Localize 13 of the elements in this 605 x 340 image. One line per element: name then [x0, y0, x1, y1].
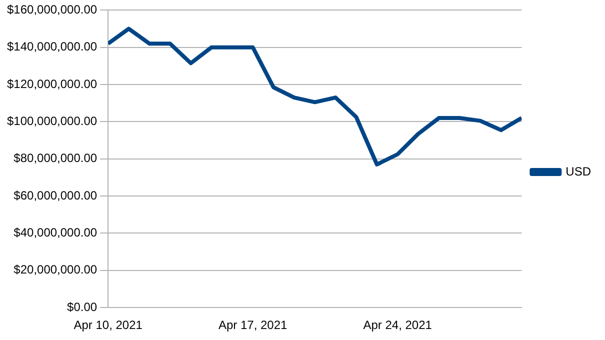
- legend-label: USD: [566, 164, 592, 178]
- y-tick-label: $40,000,000.00: [14, 226, 98, 240]
- x-tick-label: Apr 10, 2021: [74, 318, 143, 332]
- x-tick-label: Apr 24, 2021: [363, 318, 432, 332]
- y-tick-label: $20,000,000.00: [14, 262, 98, 277]
- x-tick-label: Apr 17, 2021: [218, 318, 288, 332]
- y-tick-label: $0.00: [67, 300, 98, 314]
- y-tick-label: $60,000,000.00: [14, 188, 98, 202]
- y-tick-label: $120,000,000.00: [6, 76, 98, 91]
- y-tick-label: $140,000,000.00: [6, 40, 98, 54]
- y-tick-label: $160,000,000.00: [6, 2, 98, 17]
- y-tick-label: $100,000,000.00: [6, 114, 98, 128]
- y-tick-label: $80,000,000.00: [14, 151, 98, 166]
